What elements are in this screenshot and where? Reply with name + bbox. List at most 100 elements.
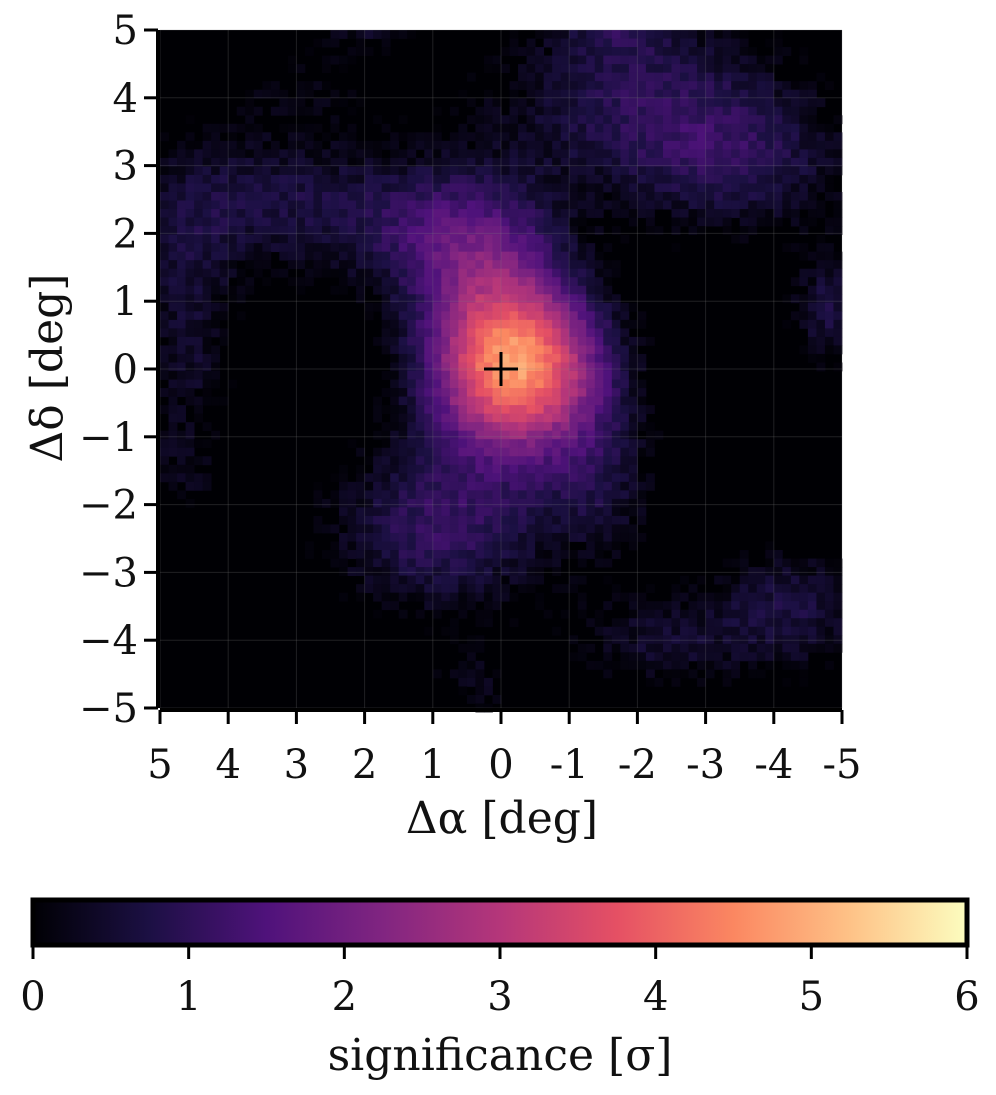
heatmap-cell	[475, 396, 485, 406]
heatmap-cell	[279, 268, 289, 278]
heatmap-cell	[432, 183, 442, 193]
heatmap-cell	[313, 157, 323, 167]
heatmap-cell	[807, 319, 817, 329]
heatmap-cell	[432, 209, 442, 218]
heatmap-cell	[518, 371, 527, 380]
heatmap-cell	[168, 439, 178, 449]
heatmap-cell	[543, 413, 553, 423]
heatmap-cell	[790, 183, 800, 193]
heatmap-cell	[790, 294, 800, 304]
heatmap-cell	[688, 226, 698, 236]
heatmap-cell	[483, 336, 493, 346]
heatmap-cell	[620, 234, 630, 244]
heatmap-cell	[492, 464, 502, 474]
heatmap-cell	[671, 652, 681, 662]
heatmap-cell	[688, 106, 698, 116]
heatmap-cell	[501, 413, 510, 423]
heatmap-cell	[339, 268, 348, 278]
heatmap-cell	[441, 473, 451, 483]
heatmap-cell	[748, 191, 758, 201]
heatmap-cell	[731, 660, 741, 670]
heatmap-cell	[518, 191, 527, 201]
heatmap-cell	[543, 166, 553, 176]
heatmap-cell	[449, 507, 459, 517]
heatmap-cell	[518, 515, 527, 525]
heatmap-cell	[356, 38, 366, 48]
heatmap-cell	[603, 515, 613, 525]
heatmap-cell	[168, 353, 178, 363]
heatmap-cell	[211, 166, 221, 176]
heatmap-cell	[552, 422, 562, 432]
heatmap-cell	[492, 157, 502, 167]
heatmap-cell	[296, 166, 306, 176]
heatmap-cell	[466, 541, 476, 551]
heatmap-cell	[799, 319, 809, 329]
heatmap-cell	[339, 285, 348, 295]
heatmap-cell	[432, 567, 442, 577]
heatmap-cell	[790, 277, 800, 287]
heatmap-cell	[518, 396, 527, 406]
heatmap-cell	[373, 277, 383, 287]
heatmap-cell	[577, 191, 587, 201]
heatmap-cell	[475, 550, 485, 559]
heatmap-cell	[705, 55, 715, 65]
heatmap-cell	[833, 149, 843, 159]
heatmap-cell	[518, 200, 527, 210]
heatmap-cell	[492, 123, 502, 133]
heatmap-cell	[662, 174, 672, 184]
heatmap-cell	[782, 123, 792, 133]
heatmap-cell	[577, 481, 587, 491]
heatmap-cell	[645, 191, 655, 201]
heatmap-cell	[177, 319, 186, 329]
heatmap-cell	[833, 285, 843, 295]
heatmap-cell	[543, 362, 553, 372]
heatmap-cell	[654, 98, 664, 108]
heatmap-cell	[799, 183, 809, 193]
heatmap-cell	[373, 30, 383, 39]
heatmap-cell	[509, 174, 519, 184]
heatmap-cell	[202, 396, 212, 406]
heatmap-cell	[594, 473, 604, 483]
heatmap-cell	[594, 532, 604, 542]
heatmap-cell	[594, 626, 604, 636]
heatmap-cell	[782, 626, 792, 636]
heatmap-cell	[560, 464, 570, 474]
heatmap-cell	[586, 618, 596, 628]
heatmap-cell	[381, 302, 391, 312]
heatmap-cell	[807, 98, 817, 108]
heatmap-cell	[637, 149, 647, 159]
heatmap-cell	[424, 413, 434, 423]
heatmap-cell	[270, 217, 280, 227]
heatmap-cell	[160, 166, 169, 176]
heatmap-cell	[483, 481, 493, 491]
heatmap-cell	[321, 234, 331, 244]
heatmap-cell	[228, 260, 238, 270]
heatmap-cell	[765, 643, 775, 653]
heatmap-cell	[424, 447, 434, 457]
heatmap-cell	[688, 38, 698, 48]
heatmap-cell	[569, 396, 579, 406]
heatmap-cell	[535, 157, 545, 167]
heatmap-cell	[782, 584, 792, 594]
heatmap-cell	[364, 277, 374, 287]
heatmap-cell	[449, 550, 459, 559]
heatmap-cell	[501, 515, 510, 525]
heatmap-cell	[543, 234, 553, 244]
heatmap-cell	[194, 345, 204, 355]
heatmap-cell	[833, 302, 843, 312]
heatmap-cell	[560, 353, 570, 363]
heatmap-cell	[245, 226, 255, 236]
heatmap-cell	[219, 140, 229, 150]
heatmap-cell	[407, 226, 417, 236]
heatmap-cell	[594, 558, 604, 568]
heatmap-cell	[364, 481, 374, 491]
heatmap-cell	[586, 345, 596, 355]
heatmap-cell	[645, 183, 655, 193]
heatmap-cell	[211, 251, 221, 261]
heatmap-cell	[620, 345, 630, 355]
heatmap-cell	[398, 456, 408, 466]
heatmap-cell	[424, 285, 434, 295]
heatmap-cell	[586, 541, 596, 551]
heatmap-cell	[705, 635, 715, 645]
